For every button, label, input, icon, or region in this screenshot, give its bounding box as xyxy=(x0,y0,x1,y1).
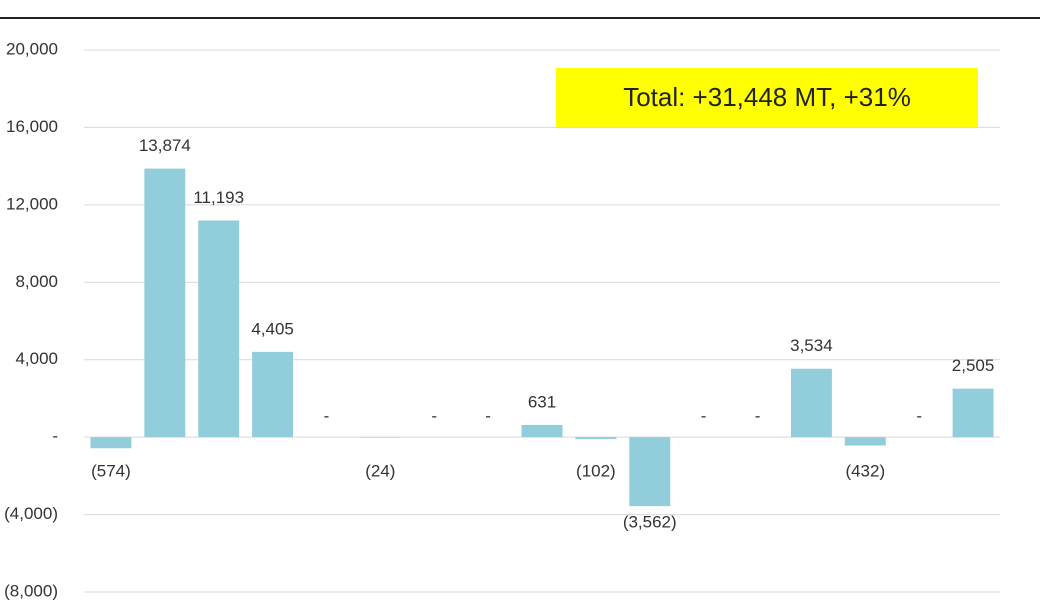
value-label: (574) xyxy=(91,462,131,481)
value-label: (102) xyxy=(576,462,616,481)
value-label: (24) xyxy=(365,462,395,481)
value-label: (3,562) xyxy=(623,513,677,532)
y-tick-label: 4,000 xyxy=(15,349,58,368)
bar xyxy=(790,368,832,438)
value-label: - xyxy=(755,407,761,426)
y-tick-label: 20,000 xyxy=(6,39,58,58)
value-label: 631 xyxy=(528,392,556,411)
value-label: 4,405 xyxy=(251,319,294,338)
value-label: 3,534 xyxy=(790,336,833,355)
bar xyxy=(844,437,886,446)
bar xyxy=(521,424,563,438)
y-tick-label: (4,000) xyxy=(4,504,58,523)
value-label: 2,505 xyxy=(952,356,995,375)
bar xyxy=(252,351,294,438)
value-label: 11,193 xyxy=(193,188,244,207)
y-tick-label: 16,000 xyxy=(6,117,58,136)
y-tick-label: 12,000 xyxy=(6,194,58,213)
value-label: 13,874 xyxy=(139,136,191,155)
bar xyxy=(90,437,132,449)
y-tick-label: (8,000) xyxy=(4,581,58,600)
bar xyxy=(952,388,994,438)
value-label: - xyxy=(324,407,330,426)
value-label: - xyxy=(916,407,922,426)
y-tick-label: 8,000 xyxy=(15,272,58,291)
annotation-box xyxy=(556,68,978,128)
annotation: Total: +31,448 MT, +31% xyxy=(623,82,911,112)
bar xyxy=(198,220,240,438)
value-label: - xyxy=(485,407,491,426)
bar xyxy=(629,437,671,507)
value-label: - xyxy=(701,407,707,426)
value-label: (432) xyxy=(845,462,885,481)
bar xyxy=(575,437,617,440)
value-label: - xyxy=(431,407,437,426)
y-tick-label: - xyxy=(52,427,58,446)
bar xyxy=(144,168,186,438)
